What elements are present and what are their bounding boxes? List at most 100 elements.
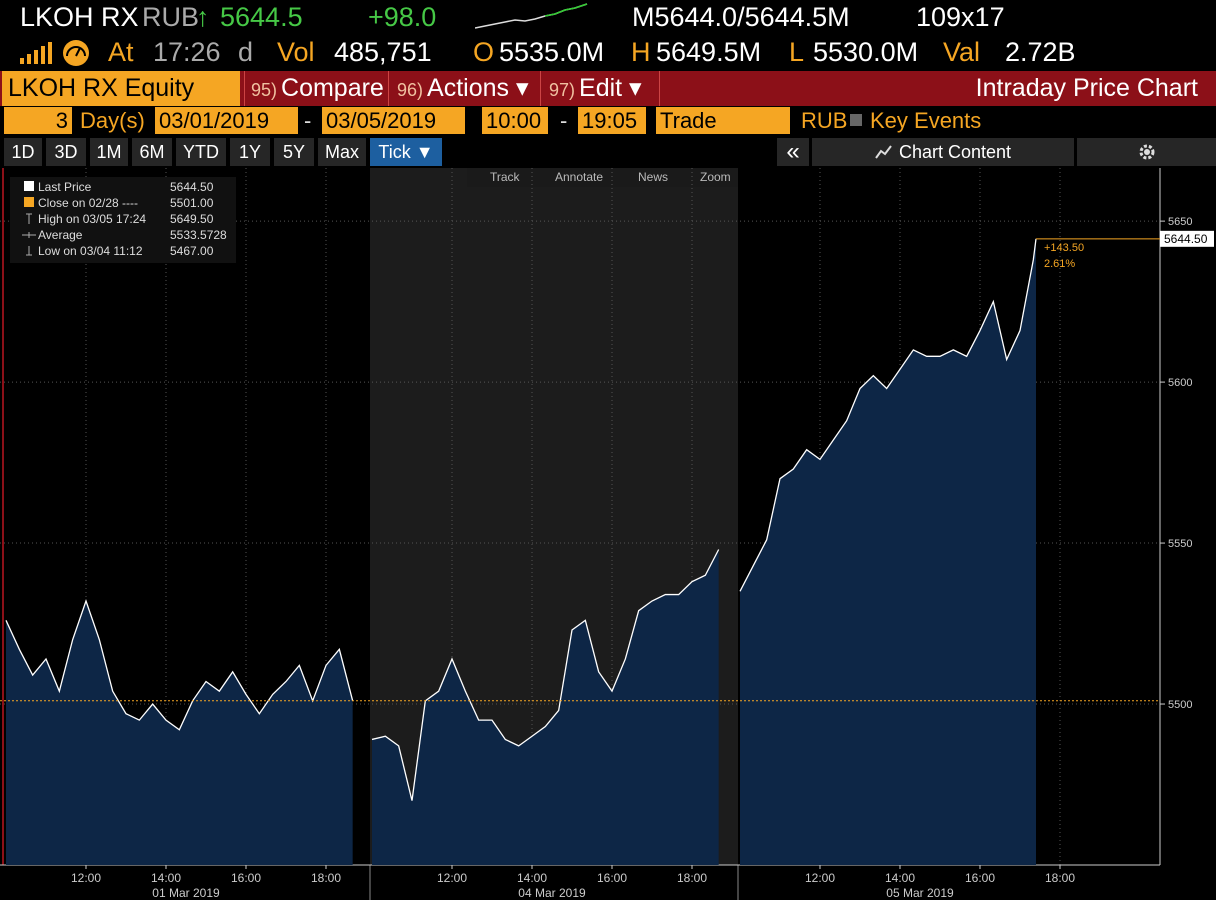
bid-ask: M5644.0/5644.5M	[632, 2, 850, 32]
y-tick-label: 5550	[1168, 538, 1192, 550]
high: 5649.5M	[656, 37, 762, 67]
chart-icon	[875, 145, 892, 159]
date-label: 04 Mar 2019	[518, 886, 586, 900]
legend-icon	[24, 181, 34, 191]
days-field[interactable]: 3	[4, 107, 72, 134]
val-label: Val	[943, 37, 981, 67]
chart: Track Annotate News Zoom 5500 5550 5600 5650 12…	[0, 168, 1216, 900]
legend-name: Low on 03/04 11:12	[38, 244, 143, 258]
period-button[interactable]: 6M	[132, 138, 172, 166]
high-label: H	[631, 37, 651, 67]
legend-icon	[26, 246, 32, 256]
ticker: LKOH RX	[20, 2, 139, 32]
legend-icon	[22, 232, 36, 238]
last-price: 5644.5	[220, 2, 303, 32]
date-label: 05 Mar 2019	[886, 886, 954, 900]
low: 5530.0M	[813, 37, 919, 67]
legend-value: 5649.50	[170, 212, 214, 226]
key-events[interactable]: Key Events	[866, 107, 996, 134]
low-label: L	[789, 37, 805, 67]
price-tag	[1160, 230, 1214, 247]
legend: Last Price 5644.50 Close on 02/28 ---- 5501…	[10, 177, 236, 263]
time-dash: -	[556, 107, 576, 134]
y-tick-label: 5600	[1168, 377, 1192, 389]
sparkline-up	[544, 3, 588, 17]
x-tick-label: 12:00	[437, 871, 467, 885]
y-tick-label: 5500	[1168, 699, 1192, 711]
menu-label: Actions ▾	[427, 74, 529, 102]
end-time[interactable]: 19:05	[578, 107, 646, 134]
period-button[interactable]: 3D	[46, 138, 86, 166]
size: 109x17	[916, 2, 1005, 32]
period-button[interactable]: 1Y	[230, 138, 270, 166]
legend-bg	[10, 177, 236, 263]
menu-label: Compare	[281, 74, 384, 102]
end-date[interactable]: 03/05/2019	[322, 107, 465, 134]
menu-label: Edit ▾	[579, 74, 642, 102]
collapse-button[interactable]: «	[777, 138, 809, 166]
currency: RUB	[142, 2, 200, 32]
chart-content-label: Chart Content	[898, 142, 1012, 162]
toolbar-button[interactable]: Annotate	[555, 170, 603, 184]
legend-name: Last Price	[38, 180, 92, 194]
legend-value: 5467.00	[170, 244, 214, 258]
legend-value: 5501.00	[170, 196, 214, 210]
event-select[interactable]: Trade	[656, 107, 790, 134]
period-button[interactable]: Max	[318, 138, 366, 166]
period-button[interactable]: 5Y	[274, 138, 314, 166]
menu-actions[interactable]: 96) Actions ▾	[388, 71, 545, 106]
toolbar-button[interactable]: News	[638, 170, 668, 184]
settings-button[interactable]	[1077, 138, 1216, 166]
start-date[interactable]: 03/01/2019	[155, 107, 298, 134]
change-pct: 2.61%	[1044, 258, 1075, 270]
legend-name: High on 03/05 17:24	[38, 212, 146, 226]
arrow: ↑	[196, 2, 210, 32]
page-title: Intraday Price Chart	[975, 74, 1198, 102]
toolbar-button[interactable]: Zoom	[700, 170, 731, 184]
x-tick-label: 12:00	[71, 871, 101, 885]
legend-value: 5644.50	[170, 180, 214, 194]
open-label: O	[473, 37, 495, 67]
menu-num: 96)	[397, 80, 424, 100]
time: 17:26	[153, 37, 221, 67]
y-tick-label: 5650	[1168, 216, 1192, 228]
chart-toolbar: Track Annotate News Zoom	[467, 168, 738, 187]
checkbox[interactable]	[850, 114, 862, 126]
vol-label: Vol	[277, 37, 315, 67]
x-tick-label: 16:00	[231, 871, 261, 885]
x-tick-label: 18:00	[311, 871, 341, 885]
x-tick-label: 14:00	[517, 871, 547, 885]
toolbar-button[interactable]: Track	[490, 170, 521, 184]
menu-compare[interactable]: 95) Compare	[244, 71, 391, 106]
date-dash: -	[300, 107, 320, 134]
period-button[interactable]: YTD	[176, 138, 226, 166]
period-button[interactable]: 1M	[90, 138, 128, 166]
start-time[interactable]: 10:00	[482, 107, 548, 134]
x-tick-label: 18:00	[1045, 871, 1075, 885]
open: 5535.0M	[499, 37, 605, 67]
period-button[interactable]: Tick ▼	[370, 138, 442, 166]
volume: 485,751	[334, 37, 432, 67]
x-tick-label: 12:00	[805, 871, 835, 885]
legend-name: Average	[38, 228, 83, 242]
chart-content-button[interactable]: Chart Content	[812, 138, 1074, 166]
menu-num: 97)	[549, 80, 576, 100]
x-tick-label: 16:00	[597, 871, 627, 885]
gear-icon	[1139, 144, 1154, 160]
menu-edit[interactable]: 97) Edit ▾	[540, 71, 660, 106]
x-tick-label: 16:00	[965, 871, 995, 885]
sparkline-line	[475, 3, 588, 29]
security-field[interactable]: LKOH RX Equity	[2, 71, 240, 106]
currency-select[interactable]: RUB	[797, 107, 847, 134]
time-flag: d	[238, 37, 254, 67]
x-tick-label: 14:00	[885, 871, 915, 885]
change-label: +143.50	[1044, 242, 1084, 254]
menu-num: 95)	[251, 80, 278, 100]
date-label: 01 Mar 2019	[152, 886, 220, 900]
days-unit: Day(s)	[76, 107, 148, 134]
legend-icon	[24, 197, 34, 207]
toolbar-bg	[467, 168, 738, 187]
period-button[interactable]: 1D	[4, 138, 42, 166]
